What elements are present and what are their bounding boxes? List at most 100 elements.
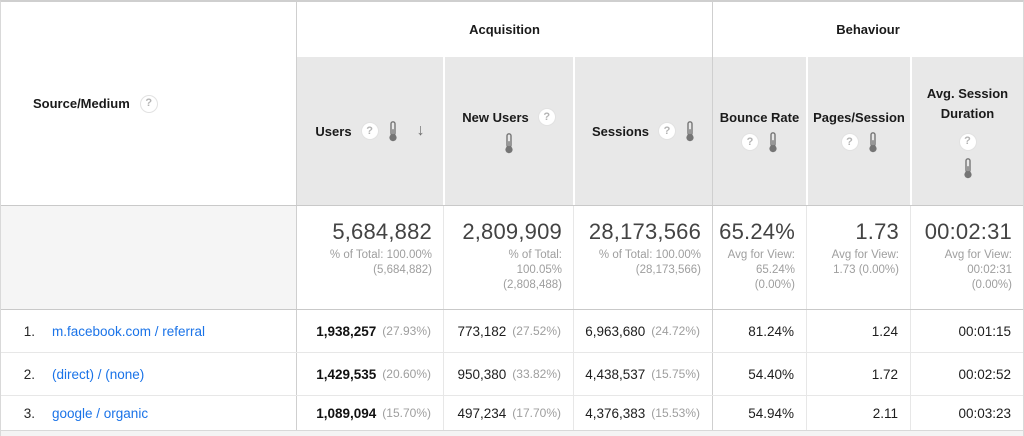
row-rank: 3.	[23, 405, 35, 421]
pages-session-cell: 1.72	[806, 353, 910, 395]
totals-users-value: 5,684,882	[332, 219, 432, 244]
comparison-thermometer-icon[interactable]	[504, 133, 514, 154]
help-icon[interactable]	[741, 133, 759, 151]
totals-pages-session: 1.73 Avg for View: 1.73 (0.00%)	[806, 206, 910, 309]
comparison-thermometer-icon[interactable]	[768, 132, 778, 153]
new-users-value: 497,234	[457, 405, 507, 421]
metric-group-row: Acquisition Behaviour	[297, 2, 1023, 57]
bounce-rate-cell: 54.40%	[712, 353, 806, 395]
column-header-sessions[interactable]: Sessions	[573, 57, 712, 205]
sessions-percent: (24.72%)	[651, 324, 700, 338]
users-percent: (15.70%)	[382, 406, 431, 420]
source-medium-link[interactable]: google / organic	[52, 405, 149, 421]
help-icon[interactable]	[658, 122, 677, 140]
help-icon[interactable]	[840, 133, 859, 151]
avg-session-duration-value: 00:03:23	[958, 405, 1011, 421]
bounce-rate-cell: 54.94%	[712, 396, 806, 430]
totals-new-users-value: 2,809,909	[462, 219, 562, 244]
totals-avg-session-duration: 00:02:31 Avg for View: 00:02:31 (0.00%)	[910, 206, 1023, 309]
totals-new-users-note: % of Total: 100.05% (2,808,488)	[503, 249, 562, 291]
comparison-thermometer-icon[interactable]	[388, 121, 398, 142]
new-users-cell: 773,182 (27.52%)	[443, 310, 573, 352]
column-header-new-users[interactable]: New Users	[443, 57, 573, 205]
sessions-cell: 4,376,383 (15.53%)	[573, 396, 712, 430]
new-users-percent: (27.52%)	[512, 324, 561, 338]
users-percent: (20.60%)	[382, 367, 431, 381]
new-users-label: New Users	[462, 109, 529, 125]
totals-new-users: 2,809,909 % of Total: 100.05% (2,808,488…	[443, 206, 573, 309]
pages-session-value: 1.24	[871, 323, 898, 339]
metric-headers: Acquisition Behaviour Users ↓ New Users	[297, 2, 1023, 205]
sessions-percent: (15.53%)	[651, 406, 700, 420]
help-icon[interactable]	[360, 122, 379, 140]
sessions-label: Sessions	[591, 123, 650, 139]
pages-session-value: 1.72	[871, 366, 898, 382]
totals-bounce-rate: 65.24% Avg for View: 65.24% (0.00%)	[712, 206, 806, 309]
totals-row: 5,684,882 % of Total: 100.00% (5,684,882…	[1, 206, 1023, 310]
source-medium-link[interactable]: m.facebook.com / referral	[52, 323, 206, 339]
help-icon[interactable]	[958, 132, 977, 151]
avg-session-duration-cell: 00:01:15	[910, 310, 1023, 352]
totals-pages-session-note: Avg for View: 1.73 (0.00%)	[831, 249, 899, 276]
avg-session-duration-cell: 00:02:52	[910, 353, 1023, 395]
pages-session-value: 2.11	[872, 405, 898, 421]
comparison-thermometer-icon[interactable]	[868, 132, 878, 153]
users-value: 1,429,535	[316, 366, 377, 382]
totals-sessions-value: 28,173,566	[588, 219, 701, 244]
totals-pages-session-value: 1.73	[855, 219, 899, 244]
new-users-percent: (17.70%)	[512, 406, 561, 420]
help-icon[interactable]	[537, 108, 556, 126]
source-cell: 1. m.facebook.com / referral	[1, 310, 297, 352]
totals-sessions-note: % of Total: 100.00% (28,173,566)	[598, 249, 701, 276]
users-cell: 1,938,257 (27.93%)	[297, 310, 443, 352]
bounce-rate-label: Bounce Rate	[719, 109, 800, 125]
column-header-source-medium[interactable]: Source/Medium	[1, 2, 297, 205]
sessions-value: 4,376,383	[585, 405, 646, 421]
new-users-cell: 950,380 (33.82%)	[443, 353, 573, 395]
group-header-behaviour: Behaviour	[712, 2, 1023, 57]
sessions-value: 6,963,680	[585, 323, 646, 339]
bounce-rate-value: 54.94%	[748, 405, 794, 421]
totals-avg-session-duration-value: 00:02:31	[924, 219, 1012, 244]
metric-header-row: Users ↓ New Users Sessions	[297, 57, 1023, 205]
totals-bounce-rate-note: Avg for View: 65.24% (0.00%)	[727, 249, 795, 291]
pages-session-cell: 2.11	[806, 396, 910, 430]
users-cell: 1,089,094 (15.70%)	[297, 396, 443, 430]
comparison-thermometer-icon[interactable]	[963, 158, 973, 179]
users-percent: (27.93%)	[382, 324, 431, 338]
pages-session-label: Pages/Session	[813, 109, 905, 125]
column-header-bounce-rate[interactable]: Bounce Rate	[712, 57, 806, 205]
avg-session-duration-value: 00:01:15	[958, 323, 1011, 339]
bounce-rate-value: 81.24%	[748, 323, 794, 339]
totals-users: 5,684,882 % of Total: 100.00% (5,684,882…	[297, 206, 443, 309]
table-row: 1. m.facebook.com / referral 1,938,257 (…	[1, 310, 1023, 353]
new-users-value: 773,182	[457, 323, 507, 339]
comparison-thermometer-icon[interactable]	[685, 121, 695, 142]
group-header-acquisition: Acquisition	[297, 2, 712, 57]
users-label: Users	[315, 123, 352, 139]
new-users-percent: (33.82%)	[512, 367, 561, 381]
totals-avg-session-duration-note: Avg for View: 00:02:31 (0.00%)	[944, 249, 1012, 291]
totals-row-label-cell	[1, 206, 297, 309]
source-cell: 2. (direct) / (none)	[1, 353, 297, 395]
users-value: 1,089,094	[316, 405, 377, 421]
totals-bounce-rate-value: 65.24%	[719, 219, 795, 244]
column-header-users[interactable]: Users ↓	[297, 57, 443, 205]
source-cell: 3. google / organic	[1, 396, 297, 430]
source-medium-link[interactable]: (direct) / (none)	[52, 366, 145, 382]
table-row: 2. (direct) / (none) 1,429,535 (20.60%) …	[1, 353, 1023, 396]
avg-session-duration-cell: 00:03:23	[910, 396, 1023, 430]
avg-session-duration-value: 00:02:52	[958, 366, 1011, 382]
column-header-avg-session-duration[interactable]: Avg. Session Duration	[910, 57, 1023, 205]
source-medium-label: Source/Medium	[33, 96, 130, 111]
table-row: 3. google / organic 1,089,094 (15.70%) 4…	[1, 396, 1023, 431]
sort-descending-icon[interactable]: ↓	[416, 122, 425, 139]
sessions-percent: (15.75%)	[651, 367, 700, 381]
column-header-pages-session[interactable]: Pages/Session	[806, 57, 910, 205]
help-icon[interactable]	[139, 94, 158, 113]
table-header: Source/Medium Acquisition Behaviour User…	[1, 2, 1023, 206]
sessions-cell: 6,963,680 (24.72%)	[573, 310, 712, 352]
avg-session-duration-label: Avg. Session Duration	[926, 85, 1009, 121]
bounce-rate-cell: 81.24%	[712, 310, 806, 352]
